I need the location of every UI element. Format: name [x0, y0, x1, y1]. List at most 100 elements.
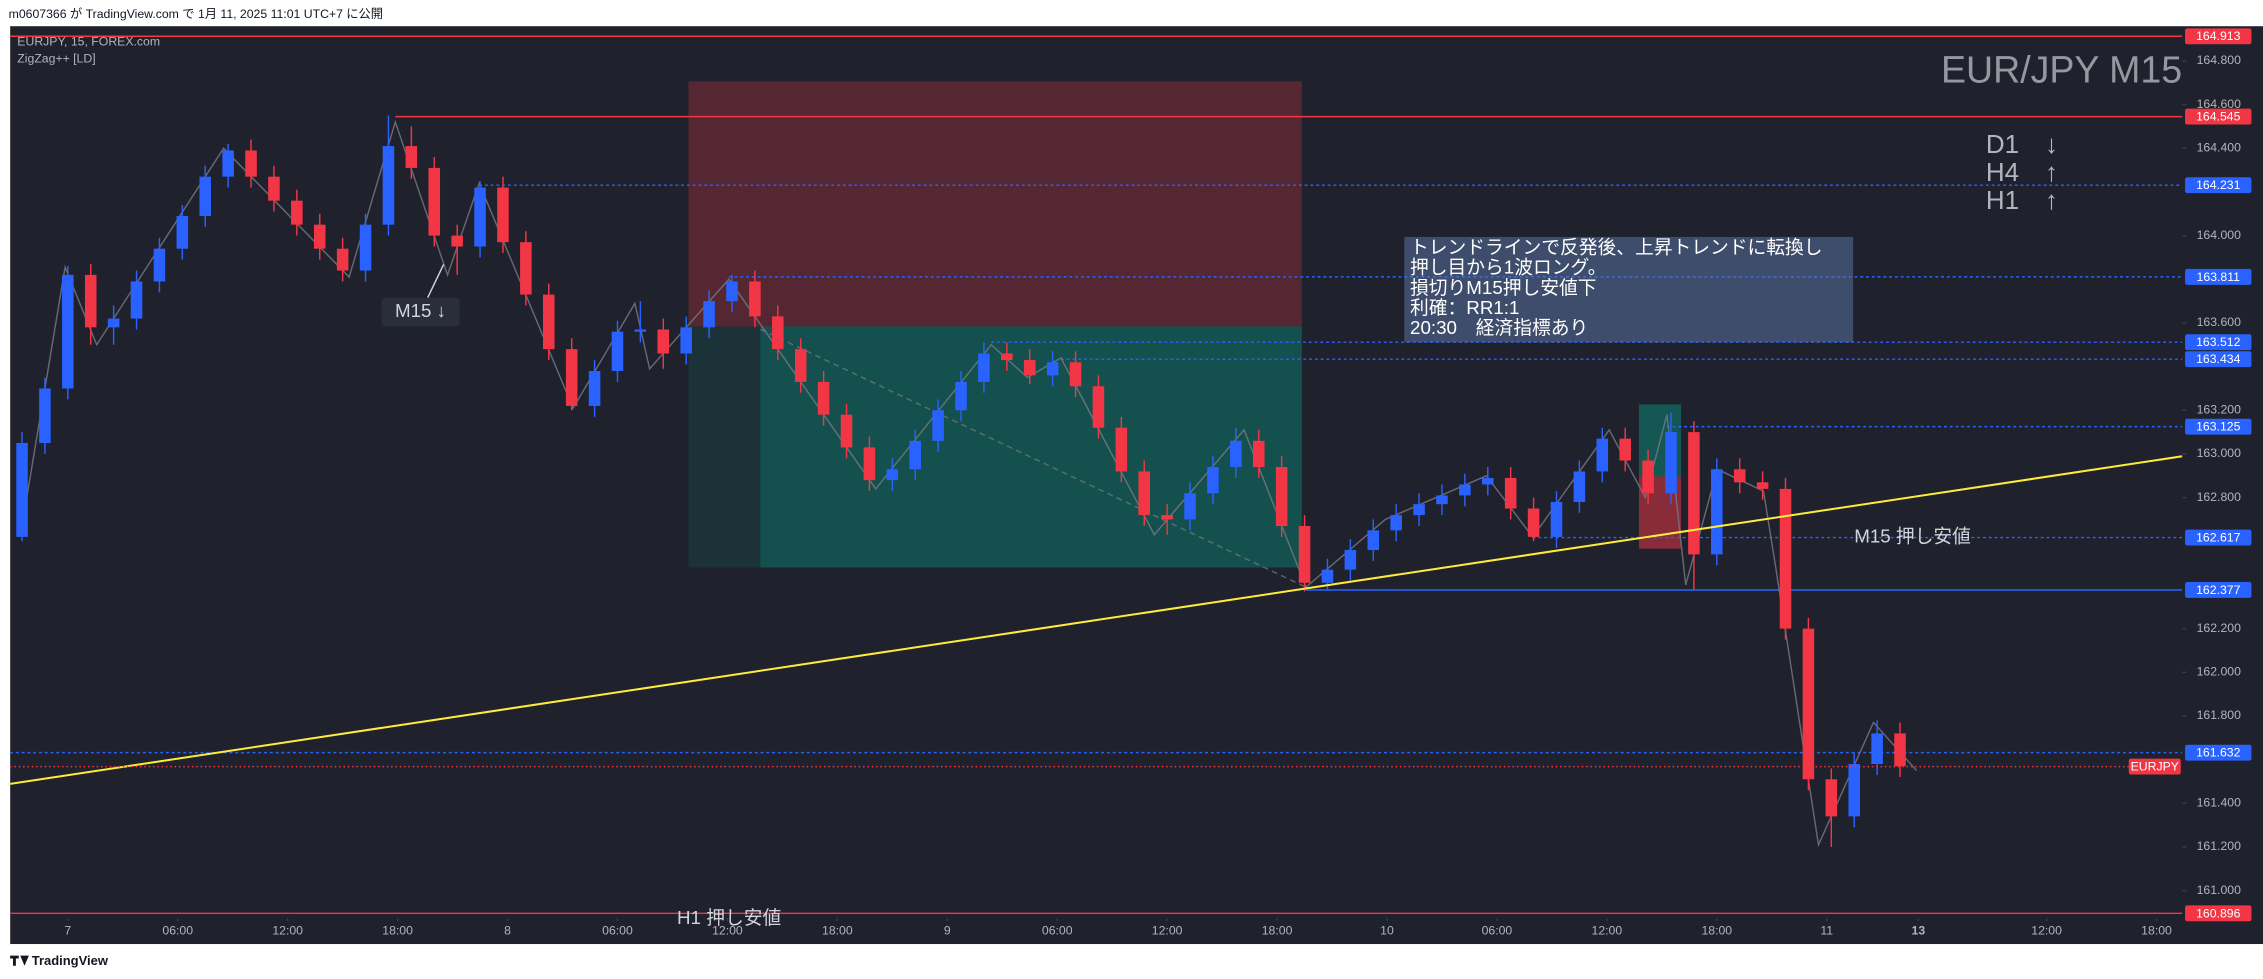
candle-body	[1894, 733, 1906, 767]
x-tick-label: 18:00	[382, 923, 413, 937]
candle-body	[1733, 469, 1746, 483]
candle-body	[886, 469, 899, 481]
candle-body	[1023, 360, 1036, 376]
x-tick-label: 11	[1820, 923, 1833, 937]
x-tick-label: 06:00	[602, 923, 633, 937]
price-label-box	[2185, 268, 2252, 285]
candle-body	[1642, 460, 1654, 494]
candle-body	[703, 301, 715, 328]
footer-text: TradingView	[32, 953, 109, 968]
y-tick-label: 163.200	[2197, 403, 2241, 417]
candle-body	[1665, 432, 1677, 494]
candle-body	[1298, 526, 1311, 583]
y-tick-label: 164.400	[2197, 141, 2241, 155]
annotation-pointer	[427, 264, 445, 298]
annotation-box	[381, 297, 460, 327]
candle-body	[1527, 508, 1540, 537]
y-tick-label: 163.600	[2197, 315, 2241, 329]
price-label: 160.896	[2196, 906, 2240, 920]
x-tick-label: 06:00	[1482, 923, 1513, 937]
note-box	[1404, 236, 1854, 343]
chart-layer: 164.800 164.600 164.400 164.000 163.600 163.2…	[9, 28, 2252, 937]
candle-body	[405, 146, 418, 168]
left-margin	[0, 26, 11, 945]
current-price-label: EURJPY	[2131, 760, 2179, 774]
candle-body	[497, 187, 509, 243]
candle-body	[565, 349, 578, 406]
note-line: 20:30 経済指標あり	[1410, 317, 1588, 338]
x-tick-label: 18:00	[1262, 923, 1293, 937]
annotation-text: M15 押し安値	[1854, 526, 1971, 547]
candle-body	[428, 167, 441, 236]
footer-bar	[0, 944, 2263, 979]
price-label: 164.231	[2196, 178, 2240, 192]
candle-body	[1504, 477, 1517, 509]
x-tick-label: 7	[64, 923, 71, 937]
x-tick-label: 10	[1380, 923, 1394, 937]
x-tick-label: 12:00	[712, 923, 743, 937]
price-label: 163.125	[2196, 420, 2240, 434]
candle-body	[1459, 484, 1471, 496]
candle-body	[1390, 515, 1402, 531]
note-line: トレンドラインで反発後、上昇トレンドに転換し	[1410, 236, 1823, 257]
candle-body	[291, 200, 303, 225]
candle-body	[1711, 469, 1723, 555]
candle-body	[382, 146, 395, 225]
price-label-box	[2185, 28, 2252, 45]
candle-body	[1230, 440, 1242, 468]
candle-body	[542, 294, 555, 350]
x-tick-label: 06:00	[1042, 923, 1073, 937]
candle-body	[932, 410, 944, 441]
candle-body	[474, 187, 486, 247]
price-label: 162.617	[2196, 531, 2240, 545]
trend-label: H4 ↑	[1986, 157, 2058, 187]
candle-body	[1825, 779, 1838, 817]
candle-body	[1688, 432, 1700, 555]
price-label: 164.913	[2196, 29, 2240, 43]
x-tick-label: 8	[504, 923, 511, 937]
price-label-box	[2185, 744, 2252, 761]
candle-body	[909, 440, 921, 470]
x-tick-label: 06:00	[162, 923, 193, 937]
y-tick-label: 161.800	[2197, 708, 2241, 722]
candle-body	[1344, 550, 1357, 570]
y-tick-label: 164.600	[2197, 97, 2241, 111]
trend-label: H1 ↑	[1986, 185, 2058, 215]
header-bar	[0, 0, 2263, 27]
candle-body	[840, 414, 853, 448]
candle-body	[863, 447, 876, 481]
x-tick-label: 12:00	[272, 923, 303, 937]
candle-body	[16, 443, 28, 537]
candle-body	[1436, 495, 1448, 505]
candle-body	[794, 349, 807, 382]
annotation-text: H1 押し安値	[677, 907, 781, 928]
trend-line	[9, 455, 2183, 785]
price-label: 163.811	[2197, 270, 2241, 284]
y-tick-label: 164.800	[2197, 53, 2241, 67]
symbol-label: EURJPY, 15, FOREX.com	[17, 34, 160, 48]
candle-body	[588, 370, 601, 406]
candle-body	[1779, 488, 1792, 629]
candle-body	[1573, 471, 1586, 502]
price-label: 163.434	[2196, 352, 2240, 366]
y-tick-label: 161.000	[2197, 883, 2241, 897]
price-label-box	[2185, 905, 2252, 922]
y-tick-label: 162.000	[2197, 665, 2241, 679]
note-line: 損切りM15押し安値下	[1410, 277, 1596, 298]
candle-body	[1321, 569, 1334, 583]
candle-body	[222, 150, 234, 177]
annotation-text: M15 ↓	[395, 300, 446, 321]
price-label-box	[2185, 418, 2252, 435]
candle-body	[772, 316, 784, 350]
candle-body	[336, 248, 349, 271]
price-label-box	[2185, 177, 2252, 194]
price-label: 164.545	[2196, 110, 2240, 124]
candle-body	[245, 150, 257, 177]
x-tick-label: 12:00	[1152, 923, 1183, 937]
price-label-box	[2185, 334, 2252, 351]
y-tick-label: 161.200	[2197, 839, 2241, 853]
candle-body	[130, 281, 143, 319]
y-tick-label: 162.200	[2197, 621, 2241, 635]
candle-body	[1207, 467, 1219, 494]
